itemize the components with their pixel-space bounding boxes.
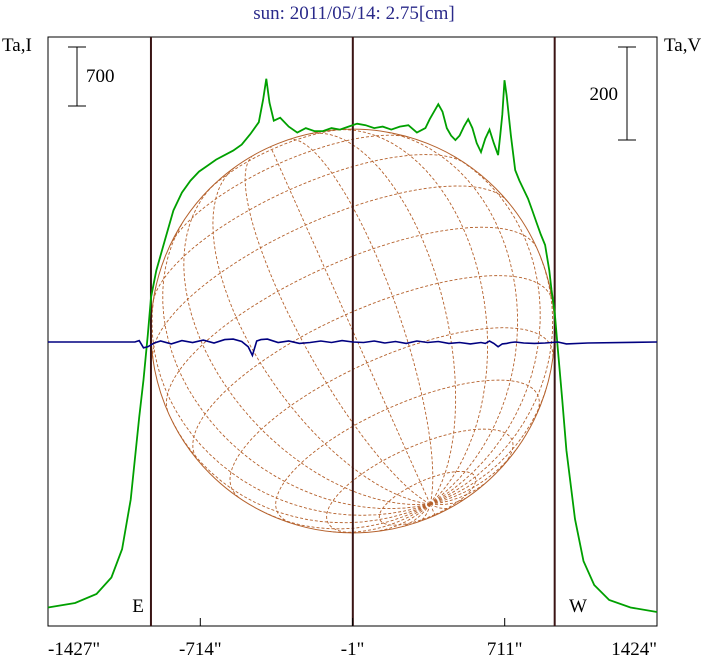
longitude-gridline — [212, 166, 431, 505]
series-line-ta-v — [48, 338, 658, 358]
longitude-gridline — [418, 503, 431, 523]
longitude-gridline — [244, 156, 431, 505]
series-line-ta-i — [47, 78, 658, 613]
longitude-gridline — [429, 503, 436, 516]
longitude-gridline — [429, 387, 547, 505]
longitude-gridline — [386, 131, 518, 505]
latitude-gridline — [152, 154, 464, 301]
x-tick-label: 711" — [487, 639, 523, 660]
left-scale-bar-label: 700 — [86, 66, 115, 87]
longitude-gridline — [162, 223, 431, 510]
chart-title: sun: 2011/05/14: 2.75[cm] — [253, 3, 455, 24]
latitude-gridline — [165, 226, 537, 412]
latitude-gridline — [207, 128, 345, 191]
longitude-gridline — [430, 483, 485, 505]
latitude-gridline — [192, 275, 553, 458]
x-tick-label: -1" — [341, 639, 365, 660]
latitude-gridline — [229, 327, 554, 498]
longitude-gridline — [309, 132, 457, 505]
west-label: W — [569, 596, 587, 617]
longitude-gridline — [430, 497, 466, 506]
latitude-gridline — [275, 379, 540, 524]
longitude-gridline — [336, 129, 489, 505]
longitude-gridline — [402, 503, 431, 527]
latitude-gridline — [169, 134, 412, 247]
longitude-gridline — [290, 138, 434, 505]
right-axis-label: Ta,V — [664, 35, 702, 56]
longitude-gridline — [170, 419, 431, 524]
longitude-gridline — [429, 503, 452, 510]
x-tick-label: 1424" — [611, 639, 657, 660]
longitude-gridline — [378, 503, 431, 532]
east-label: E — [132, 596, 144, 617]
longitude-gridline — [151, 286, 431, 516]
longitude-gridline — [183, 184, 431, 506]
longitude-gridline — [265, 503, 431, 530]
left-axis-label: Ta,I — [2, 35, 32, 56]
longitude-gridline — [429, 154, 541, 505]
latitude-gridline — [152, 185, 508, 359]
x-tick-label: -1427" — [48, 639, 100, 660]
longitude-gridline — [270, 146, 431, 505]
right-scale-bar-label: 200 — [590, 84, 619, 105]
x-tick-label: -714" — [179, 639, 222, 660]
longitude-gridline — [429, 254, 554, 505]
